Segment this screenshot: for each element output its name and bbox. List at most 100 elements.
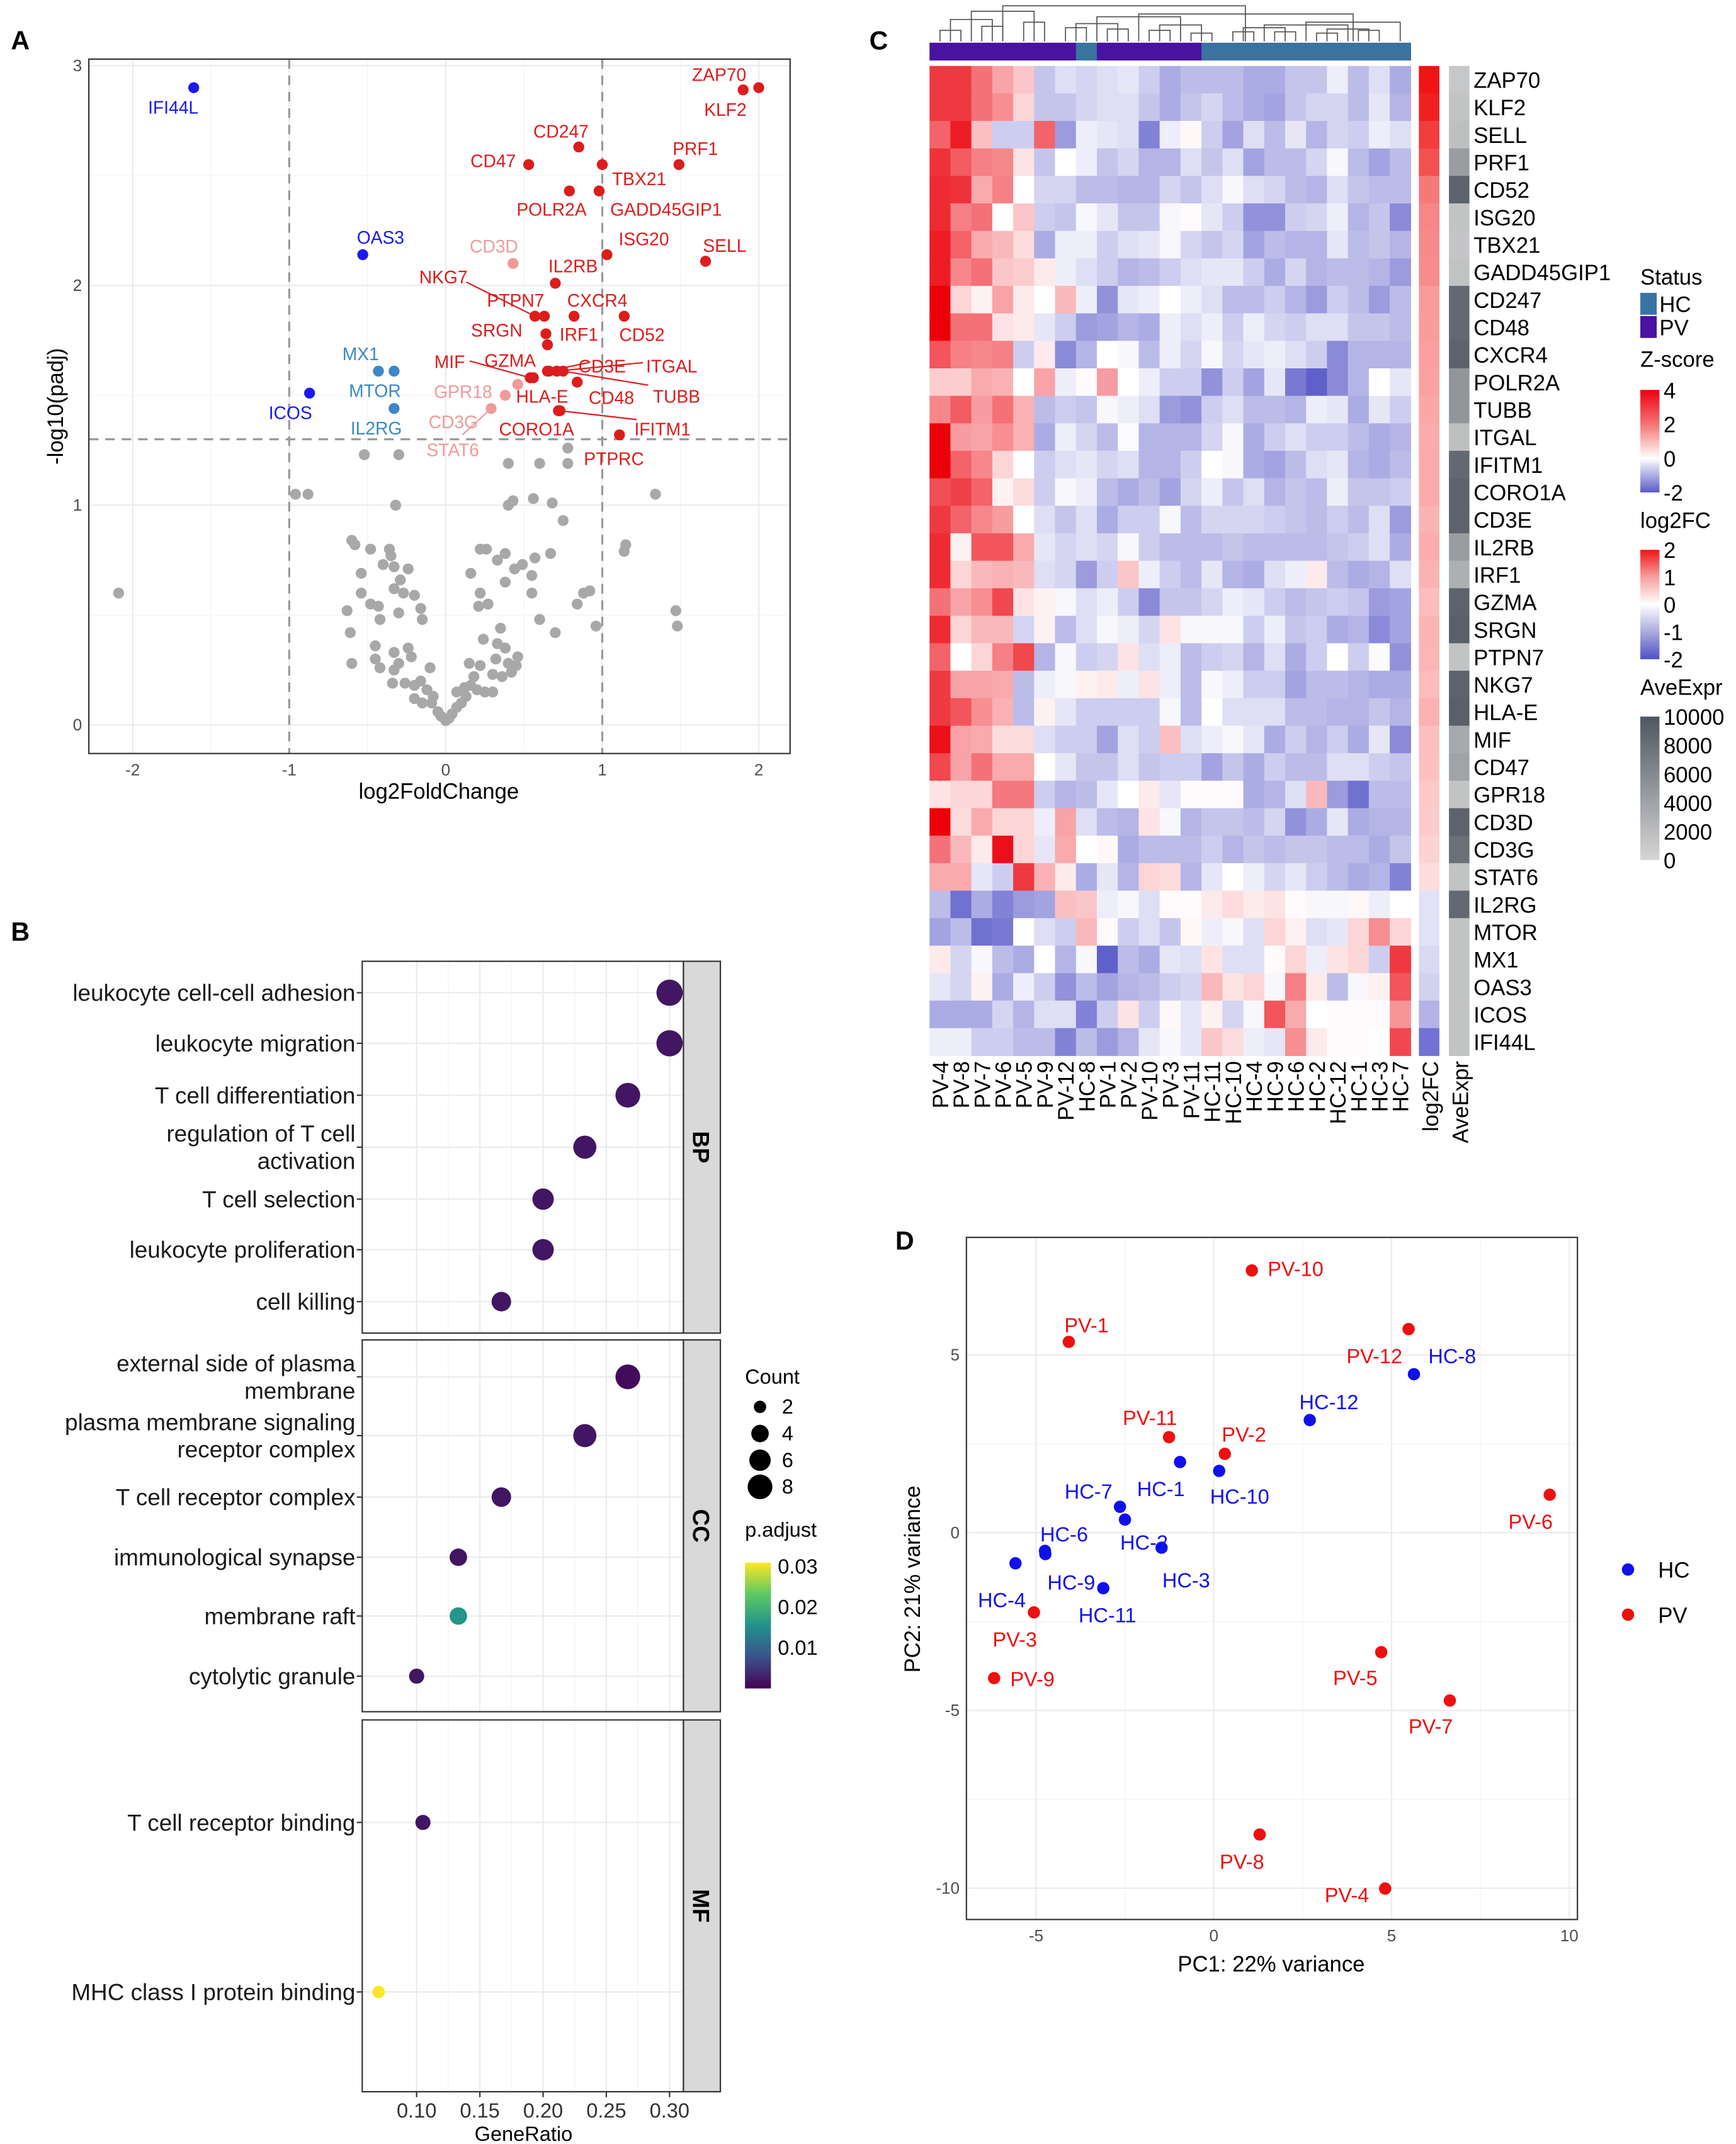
- heatmap-cell: [1368, 698, 1390, 727]
- go-term-dot: [532, 1188, 554, 1210]
- volcano-point-zap70: [753, 82, 764, 93]
- heatmap-cell: [1055, 121, 1077, 149]
- pca-frame: [965, 1237, 1579, 1920]
- go-term-label: membrane: [244, 1378, 355, 1404]
- go-term-dot: [491, 1291, 511, 1312]
- heatmap-cell: [1327, 1001, 1349, 1029]
- heatmap-row-label: STAT6: [1473, 866, 1538, 890]
- volcano-label-srgn: SRGN: [471, 320, 523, 340]
- heatmap-cell: [1243, 836, 1265, 864]
- heatmap-cell: [1368, 973, 1390, 1001]
- heatmap-cell: [1285, 148, 1307, 177]
- heatmap-cell: [1118, 506, 1140, 534]
- heatmap-cell: [1180, 698, 1202, 727]
- status-annotation-cell: [1222, 42, 1244, 61]
- heatmap-cell: [1159, 395, 1181, 424]
- volcano-label-cd247: CD247: [533, 121, 589, 141]
- heatmap-cell: [1243, 890, 1265, 919]
- heatmap-cell: [1347, 588, 1370, 616]
- volcano-label-oas3: OAS3: [357, 227, 404, 247]
- zscore-legend-label: 2: [1664, 414, 1676, 438]
- heatmap-cell: [1327, 863, 1349, 892]
- status-annotation-cell: [929, 42, 951, 61]
- heatmap-cell: [1013, 945, 1035, 974]
- heatmap-cell: [1201, 836, 1223, 864]
- heatmap-cell: [1118, 863, 1140, 892]
- aveexpr-annotation-cell: [1449, 863, 1470, 892]
- log2fc-annotation-cell: [1419, 341, 1439, 369]
- volcano-point-ns: [492, 554, 503, 566]
- heatmap-cell: [1201, 341, 1223, 369]
- heatmap-cell: [1180, 93, 1202, 122]
- aveexpr-annotation-cell: [1449, 1001, 1470, 1029]
- padj-legend-label: 0.03: [778, 1555, 817, 1578]
- heatmap-cell: [1327, 148, 1349, 177]
- heatmap-cell: [971, 671, 993, 699]
- heatmap-cell: [1243, 725, 1265, 754]
- dotplot-x-tick-label: 0.30: [650, 2099, 689, 2122]
- heatmap-cell: [1075, 1028, 1098, 1057]
- status-annotation-cell: [1034, 42, 1056, 61]
- status-annotation-cell: [950, 42, 972, 61]
- pca-label-pv-4: PV-4: [1325, 1884, 1370, 1907]
- heatmap-cell: [1034, 671, 1056, 699]
- log2fc-annotation-cell: [1419, 176, 1439, 204]
- pca-label-hc-3: HC-3: [1162, 1569, 1210, 1592]
- heatmap-cell: [1055, 698, 1077, 727]
- heatmap-cell: [1327, 560, 1349, 589]
- heatmap-cell: [929, 203, 951, 232]
- heatmap-cell: [1055, 945, 1077, 974]
- heatmap-cell: [1180, 341, 1202, 369]
- heatmap-cell: [1306, 973, 1328, 1001]
- heatmap-cell: [1222, 341, 1244, 369]
- heatmap-row-label: ISG20: [1473, 207, 1535, 230]
- count-legend-label: 8: [782, 1475, 793, 1498]
- heatmap-cell: [1201, 560, 1223, 589]
- aveexpr-annotation-cell: [1449, 945, 1470, 974]
- pca-label-hc-4: HC-4: [978, 1589, 1026, 1611]
- volcano-point-mtor: [389, 365, 400, 377]
- pca-label-hc-6: HC-6: [1040, 1523, 1088, 1546]
- volcano-point-ns: [482, 598, 494, 610]
- volcano-point-stat6: [485, 403, 497, 414]
- count-legend-dot: [747, 1474, 773, 1500]
- pca-label-hc-11: HC-11: [1079, 1604, 1137, 1627]
- heatmap-cell: [1013, 286, 1035, 314]
- volcano-point-ns: [402, 642, 414, 654]
- volcano-point-ns: [406, 651, 417, 662]
- aveexpr-annotation-cell: [1449, 478, 1470, 506]
- aveexpr-annotation-cell: [1449, 890, 1470, 919]
- heatmap-cell: [1034, 698, 1056, 727]
- heatmap-cell: [950, 341, 972, 369]
- volcano-label-ifitm1: IFITM1: [634, 419, 690, 439]
- heatmap-cell: [1013, 863, 1035, 892]
- heatmap-cell: [950, 945, 972, 974]
- heatmap-cell: [1306, 121, 1328, 149]
- heatmap-cell: [1201, 808, 1223, 836]
- heatmap-cell: [950, 698, 972, 727]
- volcano-point-cd52: [618, 310, 630, 322]
- heatmap-cell: [1264, 588, 1286, 616]
- pca-label-pv-6: PV-6: [1508, 1511, 1553, 1533]
- heatmap-cell: [929, 945, 951, 974]
- volcano-point-ns: [474, 660, 486, 671]
- heatmap-cell: [1159, 615, 1181, 644]
- heatmap-cell: [1285, 671, 1307, 699]
- heatmap-cell: [1327, 725, 1349, 754]
- volcano-point-ns: [389, 561, 400, 572]
- heatmap-cell: [1327, 918, 1349, 946]
- heatmap-cell: [1264, 258, 1286, 286]
- heatmap-cell: [1285, 395, 1307, 424]
- aveexpr-legend-label: 8000: [1664, 735, 1712, 759]
- heatmap-cell: [1096, 230, 1118, 259]
- heatmap-cell: [1390, 65, 1411, 94]
- heatmap-cell: [1390, 1001, 1411, 1029]
- go-term-label: T cell receptor binding: [127, 1810, 355, 1835]
- heatmap-cell: [1096, 780, 1118, 809]
- volcano-point-ns: [526, 570, 538, 581]
- heatmap-cell: [1390, 863, 1411, 892]
- heatmap-cell: [1138, 423, 1160, 451]
- volcano-point-isg20: [601, 249, 613, 261]
- heatmap-cell: [1306, 808, 1328, 836]
- go-term-dot: [450, 1607, 467, 1625]
